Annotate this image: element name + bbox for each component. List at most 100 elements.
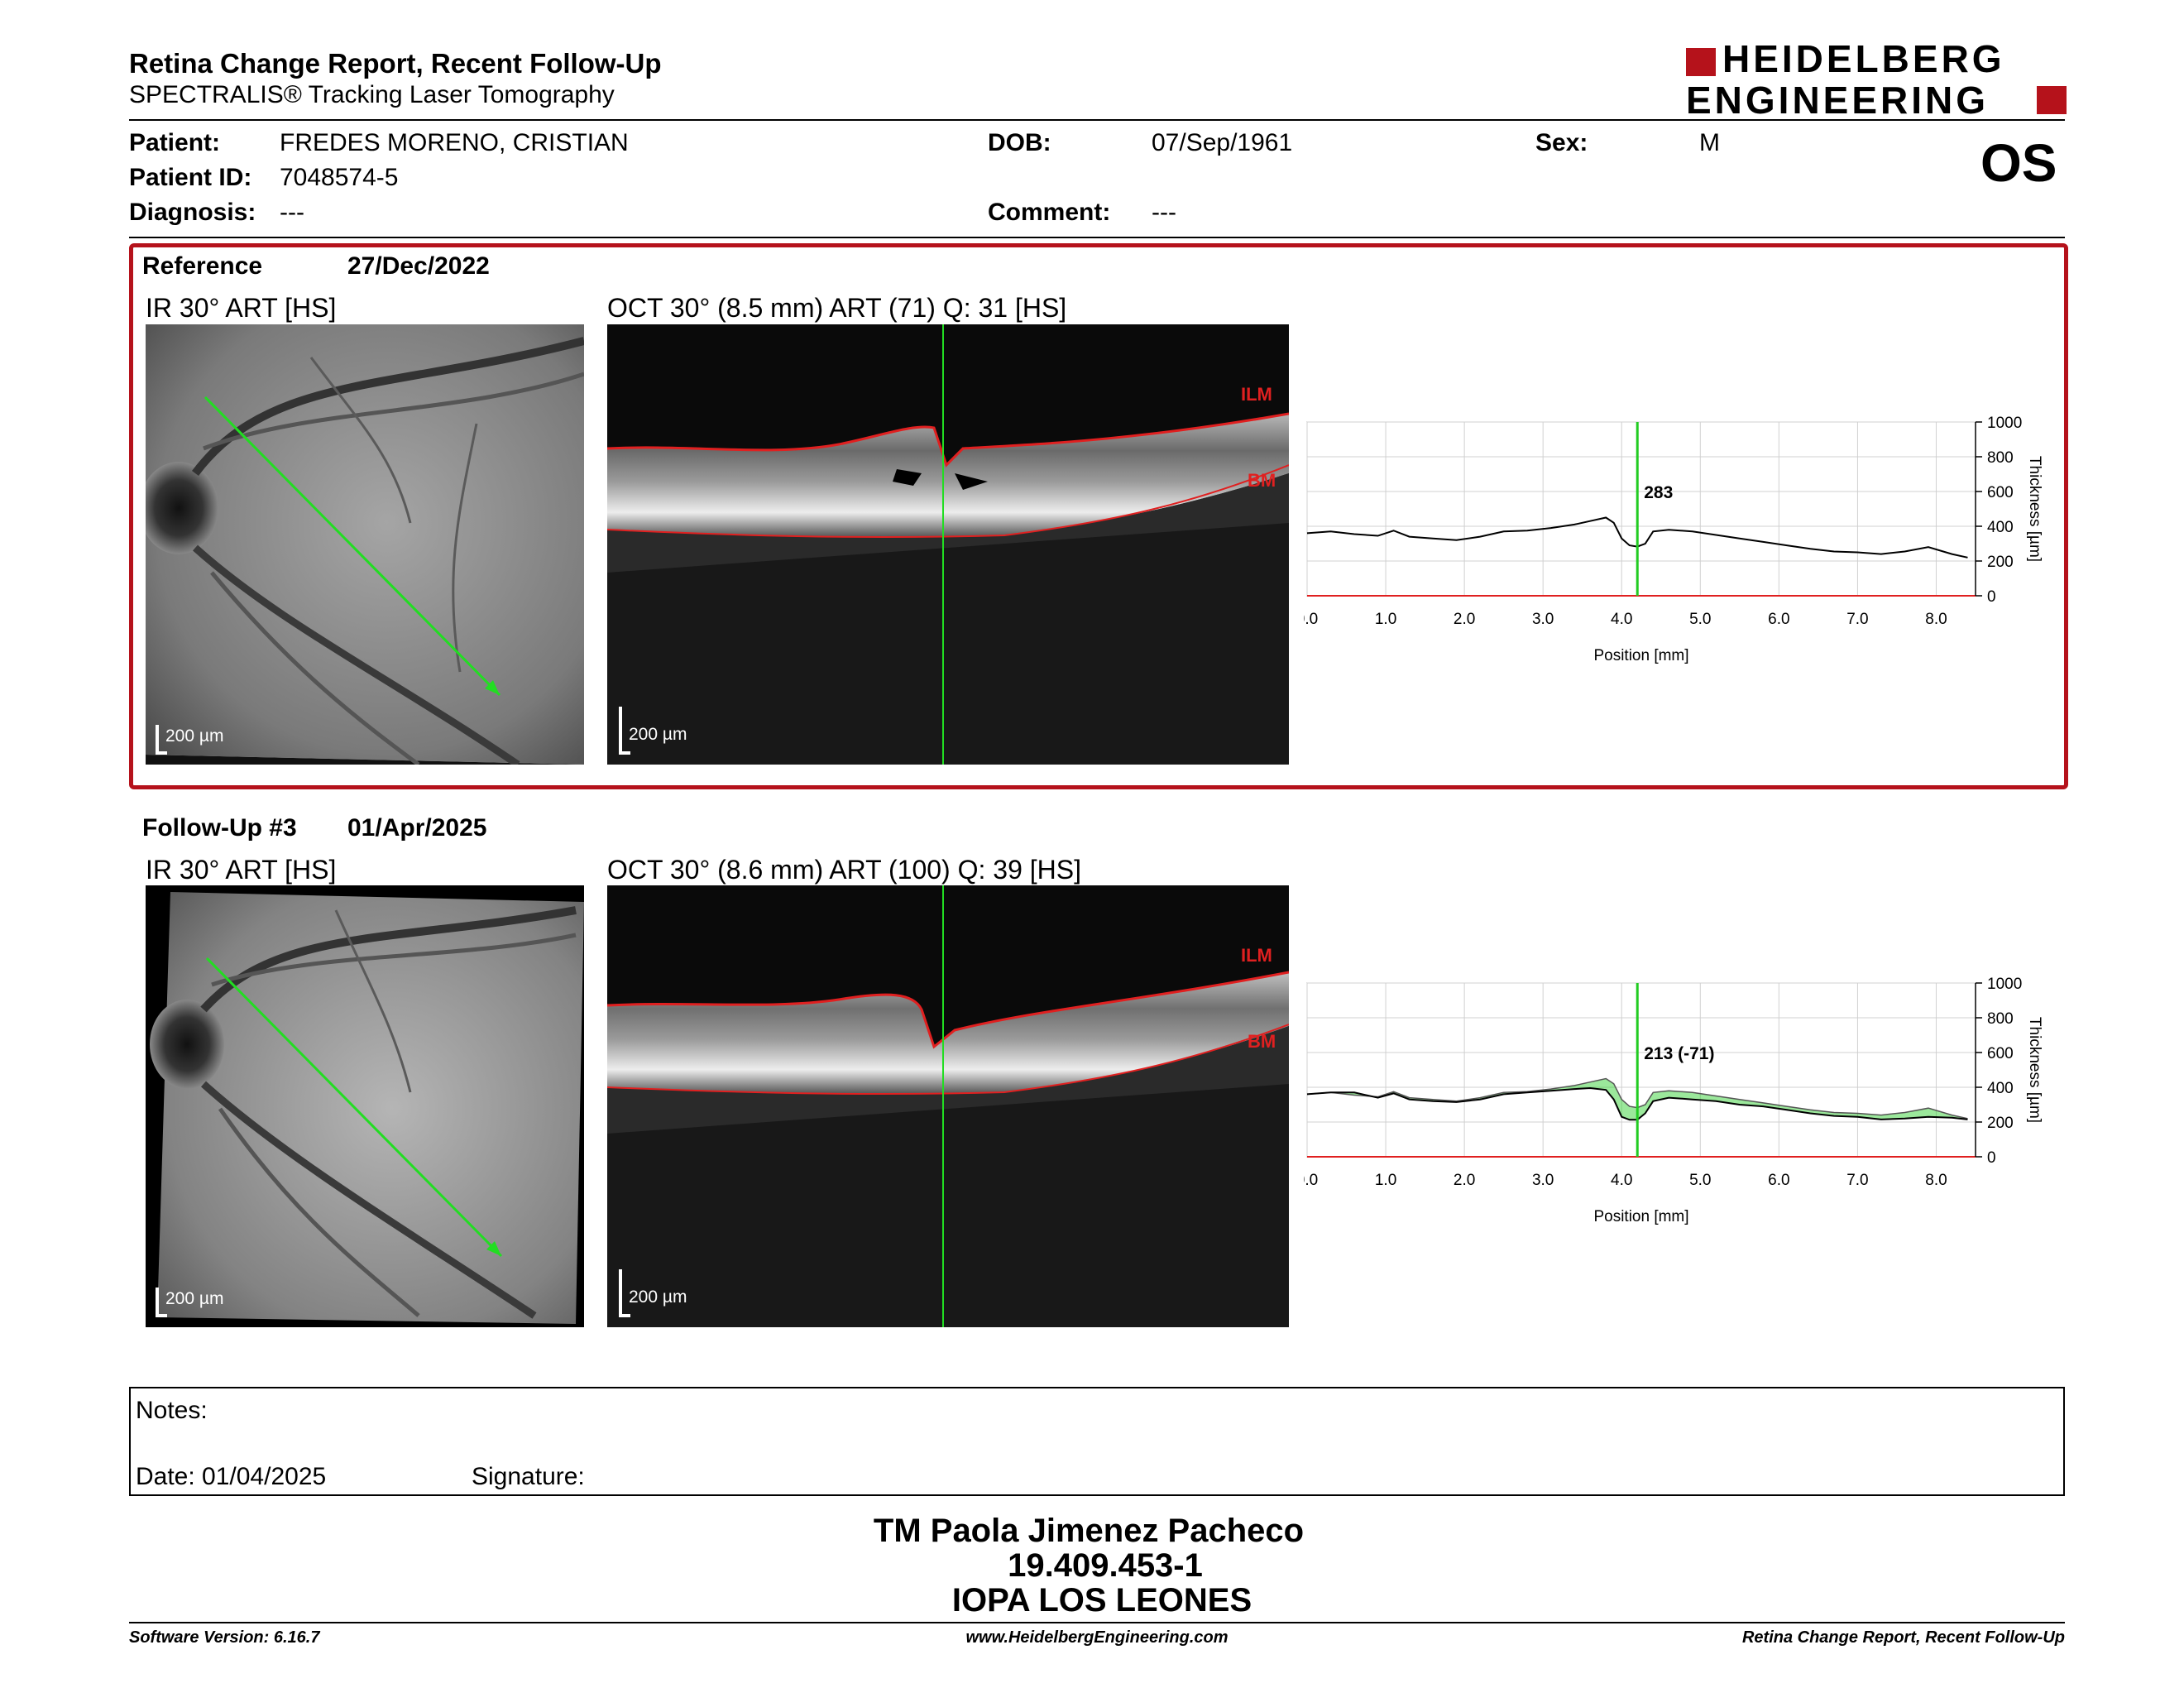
reference-ilm-label: ILM: [1241, 384, 1272, 405]
signature-rut: 19.409.453-1: [1008, 1547, 1203, 1584]
footer-website[interactable]: www.HeidelbergEngineering.com: [965, 1628, 1228, 1647]
reference-oct-title: OCT 30° (8.5 mm) ART (71) Q: 31 [HS]: [607, 293, 1067, 323]
x-tick-label: 8.0: [1925, 611, 1947, 628]
y-tick-label: 0: [1987, 1149, 1996, 1167]
patient-label: Patient:: [129, 129, 221, 156]
reference-ir-title: IR 30° ART [HS]: [146, 293, 337, 323]
followup-ir-image: 200 µm: [146, 885, 584, 1327]
reference-frame: [129, 243, 2068, 789]
footer-report-name: Retina Change Report, Recent Follow-Up: [1741, 1628, 2065, 1647]
y-axis-label: Thickness [µm]: [2026, 456, 2043, 562]
patient-id-label: Patient ID:: [129, 164, 252, 191]
x-tick-label: 0.0: [1304, 1172, 1318, 1189]
patient-divider: [129, 237, 2065, 238]
thickness-line: [1306, 516, 1968, 559]
x-tick-label: 4.0: [1611, 611, 1632, 628]
logo-red-square-icon: [1686, 48, 1716, 76]
chart-plot-area: [1306, 421, 1976, 597]
scan-arrow-icon: [486, 1241, 501, 1256]
followup-date: 01/Apr/2025: [347, 814, 487, 842]
y-axis-label: Thickness [µm]: [2026, 1017, 2043, 1123]
followup-bm-label: BM: [1248, 1031, 1276, 1052]
x-tick-label: 7.0: [1846, 611, 1868, 628]
signature-institution: IOPA LOS LEONES: [951, 1582, 1252, 1618]
x-tick-label: 3.0: [1532, 1172, 1554, 1189]
signature-name: TM Paola Jimenez Pacheco: [873, 1513, 1305, 1549]
heidelberg-logo: HEIDELBERG ENGINEERING: [1686, 37, 2067, 122]
y-tick-label: 800: [1987, 1010, 2014, 1028]
reference-bm-label: BM: [1248, 470, 1276, 491]
followup-ilm-line: [607, 971, 1289, 1049]
y-tick-label: 400: [1987, 1080, 2014, 1097]
logo-line1: HEIDELBERG: [1722, 37, 2005, 80]
cursor-value-label: 283: [1644, 483, 1673, 502]
reference-thickness-chart: 0 200 400 600 800 1000 0.0 1.0 2.0 3.0 4.0 5.0 6.0 7.…: [1304, 415, 2043, 664]
thickness-line: [1306, 1087, 1968, 1121]
x-tick-label: 2.0: [1454, 1172, 1475, 1189]
followup-thickness-chart: 0 200 400 600 800 1000 0.0 1.0 2.0 3.0 4.0 5.0 6.0 7.…: [1304, 976, 2043, 1225]
x-tick-label: 1.0: [1375, 1172, 1396, 1189]
followup-oct-image: ILM BM 200 µm: [607, 885, 1289, 1327]
signature-label: Signature:: [472, 1463, 585, 1490]
dob-value: 07/Sep/1961: [1152, 129, 1293, 156]
report-title: Retina Change Report, Recent Follow-Up: [129, 48, 662, 79]
x-tick-label: 8.0: [1925, 1172, 1947, 1189]
reference-date: 27/Dec/2022: [347, 252, 490, 280]
y-tick-label: 200: [1987, 1115, 2014, 1132]
report-subtitle: SPECTRALIS® Tracking Laser Tomography: [129, 81, 615, 108]
followup-ilm-label: ILM: [1241, 945, 1272, 966]
y-tick-label: 600: [1987, 1045, 2014, 1062]
x-tick-label: 6.0: [1768, 1172, 1789, 1189]
x-tick-label: 2.0: [1454, 611, 1475, 628]
patient-id-value: 7048574-5: [280, 164, 399, 191]
comment-label: Comment:: [988, 199, 1111, 226]
cursor-value-label: 213 (-71): [1644, 1044, 1714, 1063]
chart-plot-area: [1306, 982, 1976, 1158]
notes-date: Date: 01/04/2025: [136, 1463, 327, 1490]
x-tick-label: 0.0: [1304, 611, 1318, 628]
comment-value: ---: [1152, 199, 1176, 226]
diagnosis-label: Diagnosis:: [129, 199, 256, 226]
dob-label: DOB:: [988, 129, 1051, 156]
reference-oct-image: ILM BM 200 µm: [607, 324, 1289, 765]
followup-bm-line: [607, 1024, 1289, 1096]
x-tick-label: 6.0: [1768, 611, 1789, 628]
diagnosis-value: ---: [280, 199, 304, 226]
reference-thickness-line: [1306, 1077, 1968, 1120]
followup-label: Follow-Up #3: [142, 814, 297, 842]
reference-scan-line: [204, 396, 501, 697]
x-tick-label: 1.0: [1375, 611, 1396, 628]
sex-value: M: [1699, 129, 1720, 156]
x-tick-label: 5.0: [1689, 611, 1711, 628]
y-tick-label: 600: [1987, 484, 2014, 501]
x-axis-label: Position [mm]: [1593, 647, 1688, 664]
logo-red-square-icon: [2037, 86, 2067, 114]
eye-label: OS: [1980, 133, 2057, 193]
x-axis-label: Position [mm]: [1593, 1208, 1688, 1225]
x-tick-label: 7.0: [1846, 1172, 1868, 1189]
y-tick-label: 1000: [1987, 415, 2022, 432]
thickness-change-area: [1307, 1078, 1968, 1120]
logo-line2: ENGINEERING: [1686, 79, 1990, 122]
notes-box: Notes: Date: 01/04/2025 Signature:: [129, 1387, 2065, 1496]
y-tick-label: 200: [1987, 554, 2014, 571]
reference-label: Reference: [142, 252, 263, 280]
followup-ir-title: IR 30° ART [HS]: [146, 855, 337, 885]
y-tick-label: 400: [1987, 519, 2014, 536]
x-tick-label: 3.0: [1532, 611, 1554, 628]
followup-oct-title: OCT 30° (8.6 mm) ART (100) Q: 39 [HS]: [607, 855, 1081, 885]
footer-software-version: Software Version: 6.16.7: [129, 1628, 320, 1647]
reference-bm-line: [607, 464, 1289, 539]
y-tick-label: 1000: [1987, 976, 2022, 993]
y-tick-label: 0: [1987, 588, 1996, 606]
notes-label: Notes:: [136, 1397, 208, 1424]
followup-scan-line: [205, 957, 503, 1258]
reference-ilm-line: [607, 412, 1289, 468]
sex-label: Sex:: [1535, 129, 1588, 156]
scan-arrow-icon: [485, 680, 500, 695]
header-divider: [129, 119, 2065, 121]
patient-name: FREDES MORENO, CRISTIAN: [280, 129, 629, 156]
y-tick-label: 800: [1987, 449, 2014, 467]
reference-ir-image: 200 µm: [146, 324, 584, 765]
x-tick-label: 5.0: [1689, 1172, 1711, 1189]
